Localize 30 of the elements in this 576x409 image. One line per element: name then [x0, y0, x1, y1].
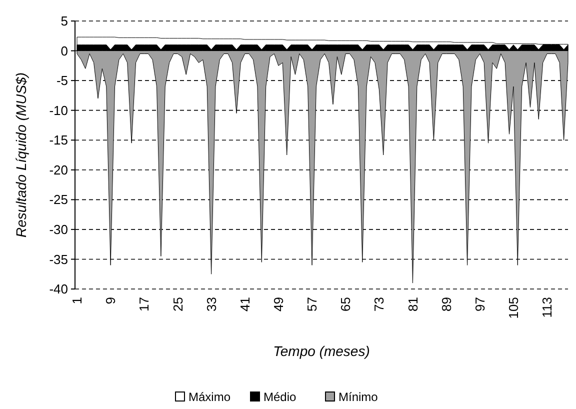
x-tick-label: 105 — [506, 297, 521, 319]
x-tick-label: 65 — [338, 297, 354, 312]
x-tick-label: 113 — [540, 297, 555, 318]
x-tick-label: 89 — [438, 297, 454, 312]
x-tick-label: 57 — [304, 297, 320, 312]
legend-label: Médio — [264, 390, 297, 404]
y-tick-label: -5 — [56, 73, 68, 88]
x-tick-label: 17 — [136, 297, 152, 312]
y-tick-label: -40 — [49, 282, 68, 297]
x-tick-label: 9 — [103, 297, 118, 304]
legend-label: Mínimo — [338, 390, 378, 404]
y-tick-label: -30 — [49, 222, 68, 237]
y-tick-label: 0 — [60, 43, 68, 58]
y-axis-title: Resultado Líquido (MUS$) — [13, 72, 29, 238]
x-tick-label: 25 — [170, 297, 186, 312]
legend-label: Máximo — [188, 390, 231, 404]
x-tick-label: 97 — [472, 297, 488, 312]
y-tick-label: -15 — [49, 132, 68, 148]
x-tick-label: 49 — [270, 297, 286, 312]
y-tick-label: -20 — [49, 162, 68, 178]
y-tick-label: -10 — [49, 102, 68, 118]
x-axis-title: Tempo (meses) — [273, 343, 370, 359]
y-tick-label: 5 — [60, 14, 68, 29]
y-tick-label: -25 — [49, 192, 68, 208]
x-tick-label: 41 — [237, 297, 252, 312]
x-tick-label: 33 — [204, 297, 219, 312]
x-tick-label: 73 — [372, 297, 387, 312]
y-tick-label: -35 — [49, 252, 68, 267]
x-tick-label: 81 — [405, 297, 420, 312]
x-tick-label: 1 — [70, 297, 85, 304]
